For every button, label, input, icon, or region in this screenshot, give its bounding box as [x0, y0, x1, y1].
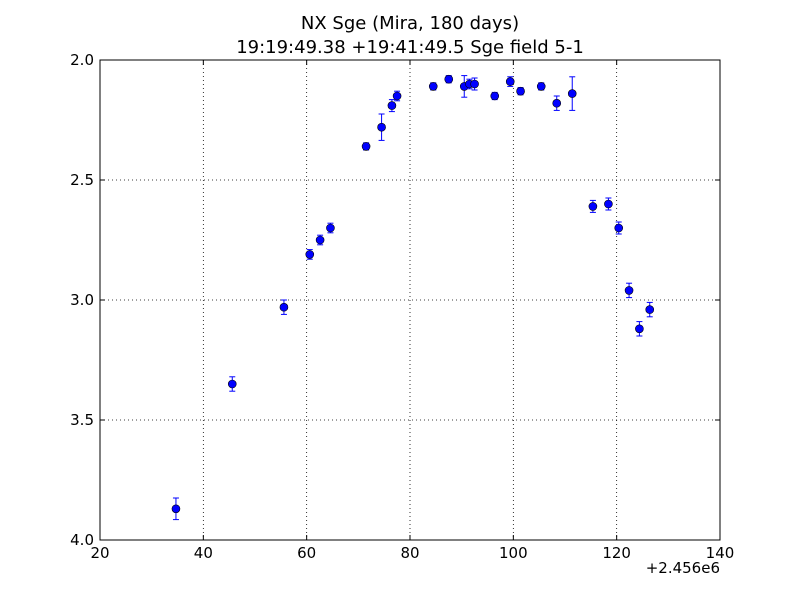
data-point	[552, 95, 562, 111]
x-tick-label: 140	[706, 544, 735, 562]
y-tick-label: 2.0	[70, 51, 94, 69]
data-point	[645, 301, 655, 318]
data-marker	[387, 101, 397, 110]
data-marker	[444, 74, 454, 84]
data-marker	[505, 77, 515, 86]
data-point	[171, 497, 181, 521]
data-marker	[588, 202, 598, 211]
data-marker	[227, 379, 237, 389]
y-tick-label: 4.0	[70, 531, 94, 549]
data-marker	[490, 91, 500, 101]
data-point	[536, 82, 546, 91]
data-marker	[171, 504, 181, 514]
data-point	[516, 86, 525, 96]
chart-title: NX Sge (Mira, 180 days)	[301, 13, 519, 34]
data-marker	[305, 250, 315, 259]
data-point	[227, 376, 237, 392]
data-marker	[470, 79, 479, 89]
data-point	[624, 282, 634, 299]
data-point	[588, 199, 598, 213]
data-point	[635, 321, 644, 337]
axis-ticks: 20 40 60 80 100 120 140 2.0 2.5 3.0 3.5 4.0	[70, 51, 734, 562]
x-tick-label: 120	[602, 544, 631, 562]
data-point	[361, 142, 371, 151]
x-tick-label: 100	[499, 544, 528, 562]
data-marker	[624, 286, 634, 295]
data-marker	[635, 324, 644, 334]
data-point	[392, 90, 402, 102]
data-marker	[315, 235, 325, 245]
data-point	[490, 91, 500, 101]
data-marker	[536, 82, 546, 91]
x-offset-label: +2.456e6	[646, 559, 720, 577]
data-point	[567, 76, 577, 111]
grid-lines	[100, 60, 720, 540]
data-point	[387, 99, 397, 113]
data-marker	[516, 86, 525, 96]
data-point	[315, 234, 325, 246]
data-point	[377, 113, 386, 141]
data-marker	[567, 89, 577, 98]
data-point	[444, 74, 454, 84]
chart-subtitle: 19:19:49.38 +19:41:49.5 Sge field 5-1	[236, 37, 584, 58]
data-point	[428, 82, 438, 91]
y-tick-label: 3.5	[70, 411, 94, 429]
data-marker	[392, 91, 402, 101]
data-point	[305, 249, 315, 260]
x-tick-label: 20	[90, 544, 109, 562]
data-point	[604, 197, 613, 211]
data-marker	[377, 122, 386, 132]
data-point	[459, 75, 469, 98]
data-marker	[279, 302, 289, 312]
data-point	[614, 221, 624, 235]
data-point	[505, 76, 515, 87]
y-tick-label: 2.5	[70, 171, 94, 189]
data-marker	[428, 82, 438, 91]
data-marker	[552, 98, 562, 108]
data-marker	[604, 199, 613, 209]
x-tick-label: 80	[400, 544, 419, 562]
y-tick-label: 3.0	[70, 291, 94, 309]
x-tick-label: 40	[194, 544, 213, 562]
data-series	[171, 74, 655, 521]
data-marker	[645, 305, 655, 314]
data-marker	[326, 223, 335, 233]
data-marker	[361, 142, 371, 151]
x-tick-label: 60	[297, 544, 316, 562]
data-marker	[614, 223, 624, 233]
data-point	[326, 222, 335, 234]
data-point	[279, 299, 289, 315]
data-point	[470, 77, 479, 91]
